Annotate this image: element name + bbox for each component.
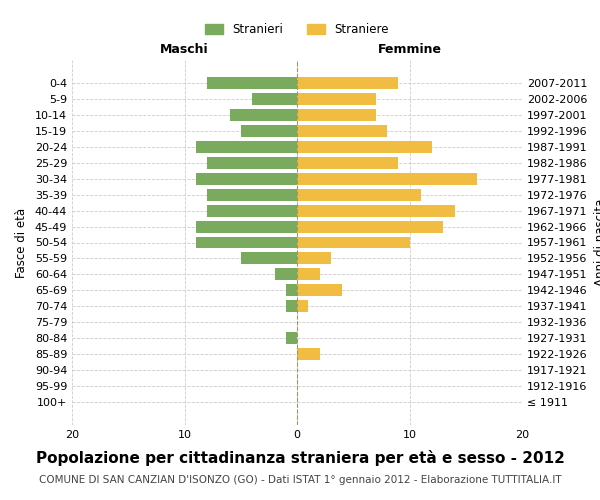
- Bar: [252, 92, 297, 104]
- Bar: [297, 220, 443, 232]
- Bar: [207, 188, 297, 200]
- Bar: [297, 268, 320, 280]
- Bar: [196, 236, 297, 248]
- Text: COMUNE DI SAN CANZIAN D'ISONZO (GO) - Dati ISTAT 1° gennaio 2012 - Elaborazione : COMUNE DI SAN CANZIAN D'ISONZO (GO) - Da…: [38, 475, 562, 485]
- Text: Maschi: Maschi: [160, 44, 209, 57]
- Bar: [196, 220, 297, 232]
- Bar: [297, 300, 308, 312]
- Bar: [286, 284, 297, 296]
- Bar: [196, 140, 297, 152]
- Bar: [207, 156, 297, 168]
- Y-axis label: Fasce di età: Fasce di età: [15, 208, 28, 278]
- Bar: [297, 124, 387, 136]
- Bar: [196, 172, 297, 184]
- Bar: [297, 236, 409, 248]
- Bar: [297, 108, 376, 120]
- Bar: [275, 268, 297, 280]
- Bar: [297, 348, 320, 360]
- Bar: [229, 108, 297, 120]
- Bar: [297, 140, 432, 152]
- Bar: [297, 156, 398, 168]
- Text: Femmine: Femmine: [377, 44, 442, 57]
- Bar: [297, 204, 455, 216]
- Bar: [297, 172, 477, 184]
- Bar: [297, 76, 398, 88]
- Bar: [286, 300, 297, 312]
- Legend: Stranieri, Straniere: Stranieri, Straniere: [200, 18, 394, 41]
- Bar: [286, 332, 297, 344]
- Y-axis label: Anni di nascita: Anni di nascita: [595, 199, 600, 286]
- Bar: [207, 76, 297, 88]
- Bar: [297, 252, 331, 264]
- Bar: [241, 252, 297, 264]
- Bar: [241, 124, 297, 136]
- Bar: [297, 92, 376, 104]
- Bar: [297, 284, 342, 296]
- Bar: [297, 188, 421, 200]
- Bar: [207, 204, 297, 216]
- Text: Popolazione per cittadinanza straniera per età e sesso - 2012: Popolazione per cittadinanza straniera p…: [35, 450, 565, 466]
